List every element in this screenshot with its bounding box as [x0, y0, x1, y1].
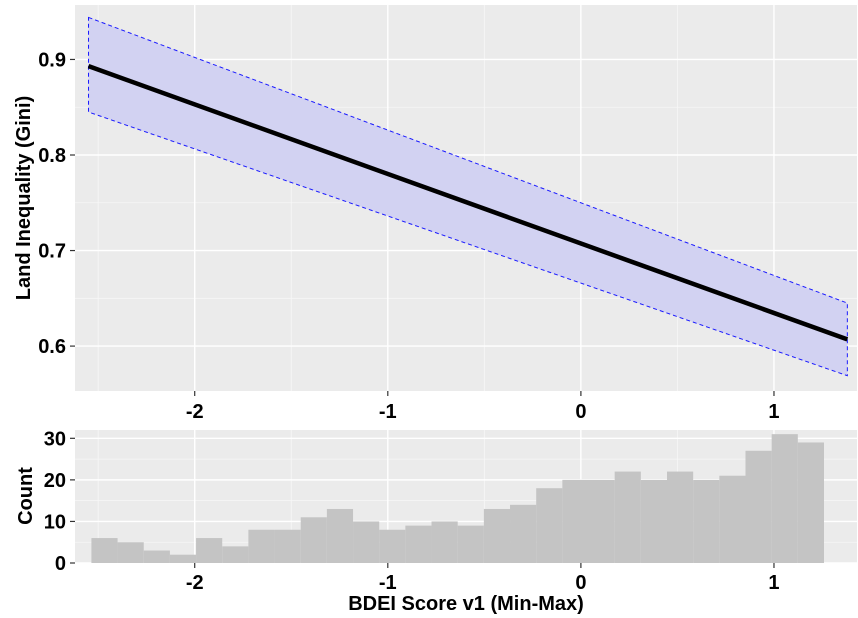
x-tick-label: 0	[575, 401, 586, 423]
regression-y-axis-label: Land Inequality (Gini)	[13, 96, 35, 300]
histogram-bar	[745, 450, 772, 563]
histogram-bar	[562, 479, 589, 563]
histogram-y-axis-label: Count	[15, 467, 37, 525]
histogram-bar	[588, 479, 615, 563]
histogram-bar	[300, 517, 327, 563]
y-tick-label: 30	[44, 428, 66, 450]
x-tick-label: 1	[768, 401, 779, 423]
y-tick-label: 0	[55, 553, 66, 575]
y-tick-label: 0.8	[38, 145, 66, 167]
histogram-bar	[117, 542, 144, 563]
x-tick-label: -2	[186, 401, 204, 423]
y-tick-label: 0.9	[38, 49, 66, 71]
histogram-bar	[640, 479, 668, 563]
histogram-bar	[169, 554, 197, 563]
x-tick-label: -1	[379, 572, 397, 594]
histogram-bar	[510, 504, 537, 563]
x-tick-label: 0	[575, 572, 586, 594]
y-tick-label: 20	[44, 470, 66, 492]
confidence-band	[88, 16, 848, 377]
histogram-bar	[457, 525, 484, 563]
histogram-y-tick-labels: 0 10 20 30	[44, 428, 75, 575]
regression-x-tick-labels: -2 -1 0 1	[186, 391, 780, 423]
histogram-x-axis-label: BDEI Score v1 (Min-Max)	[348, 593, 584, 615]
histogram-bar	[797, 442, 824, 563]
histogram-bar	[719, 475, 746, 563]
histogram-bar	[91, 538, 118, 563]
histogram-bar	[196, 538, 223, 563]
regression-panel: 0.6 0.7 0.8 0.9 -2 -1 0 1 Land Inequality (Gin…	[13, 5, 857, 423]
histogram-bar	[431, 521, 458, 563]
y-tick-label: 10	[44, 511, 66, 533]
y-tick-label: 0.7	[38, 241, 66, 263]
histogram-bar	[379, 529, 406, 563]
histogram-bar	[353, 521, 380, 563]
x-tick-label: -1	[379, 401, 397, 423]
x-tick-label: 1	[768, 572, 779, 594]
histogram-bar	[614, 471, 641, 563]
x-tick-label: -2	[186, 572, 204, 594]
histogram-bar	[536, 488, 563, 563]
fitted-line	[87, 64, 849, 342]
histogram-bar	[693, 479, 720, 563]
histogram-bar	[771, 434, 798, 563]
histogram-bar	[274, 529, 301, 563]
histogram-bar	[222, 546, 249, 563]
histogram-panel: 0 10 20 30 -2 -1 0 1 Count BDEI Score v1 (Min-…	[15, 428, 857, 615]
histogram-bars	[91, 434, 824, 563]
y-tick-label: 0.6	[38, 336, 66, 358]
histogram-bar	[667, 471, 694, 563]
regression-y-tick-labels: 0.6 0.7 0.8 0.9	[38, 49, 75, 358]
histogram-bar	[326, 508, 354, 563]
histogram-x-tick-labels: -2 -1 0 1	[186, 563, 780, 594]
histogram-bar	[483, 508, 511, 563]
histogram-bar	[405, 525, 432, 563]
histogram-bar	[143, 550, 170, 563]
histogram-bar	[248, 529, 275, 563]
